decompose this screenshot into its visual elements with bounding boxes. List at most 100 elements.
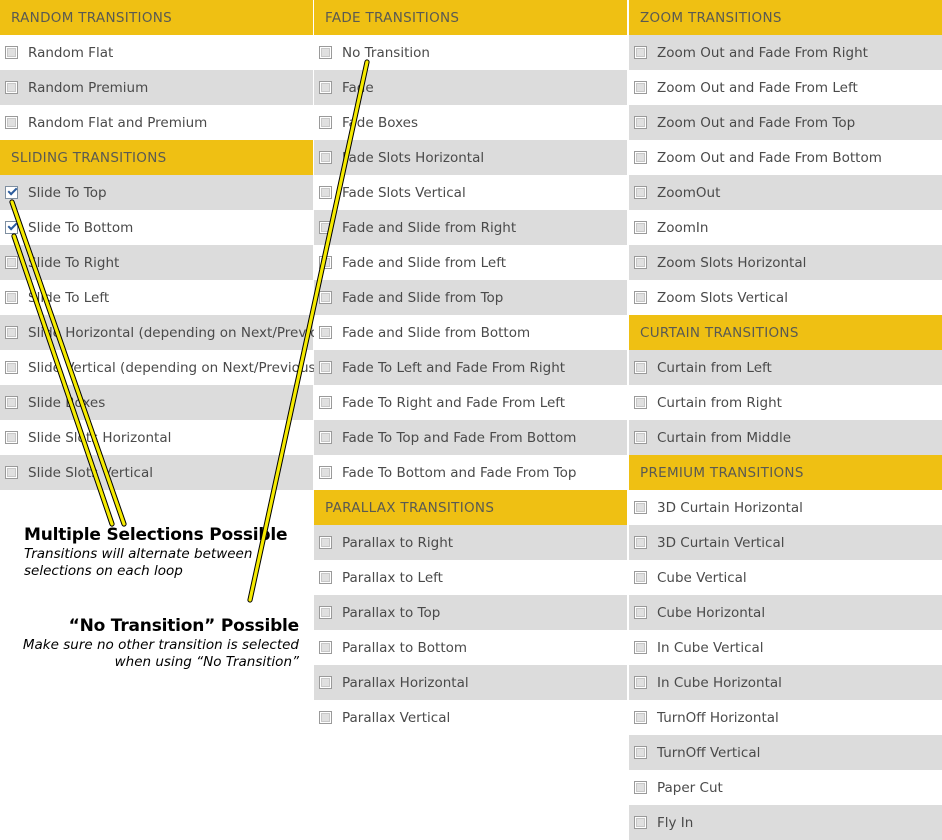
transition-row[interactable]: TurnOff Horizontal bbox=[629, 700, 942, 735]
transition-row[interactable]: 3D Curtain Horizontal bbox=[629, 490, 942, 525]
checkbox-unchecked-icon[interactable] bbox=[634, 81, 647, 94]
checkbox-unchecked-icon[interactable] bbox=[634, 781, 647, 794]
transition-row[interactable]: Fade Boxes bbox=[314, 105, 627, 140]
checkbox-unchecked-icon[interactable] bbox=[319, 256, 332, 269]
transition-row[interactable]: Fade To Right and Fade From Left bbox=[314, 385, 627, 420]
checkbox-unchecked-icon[interactable] bbox=[5, 291, 18, 304]
checkbox-unchecked-icon[interactable] bbox=[5, 81, 18, 94]
transition-row[interactable]: 3D Curtain Vertical bbox=[629, 525, 942, 560]
transition-row[interactable]: Fade Slots Vertical bbox=[314, 175, 627, 210]
transition-row[interactable]: Parallax to Top bbox=[314, 595, 627, 630]
transition-row[interactable]: ZoomIn bbox=[629, 210, 942, 245]
transition-row[interactable]: TurnOff Vertical bbox=[629, 735, 942, 770]
checkbox-unchecked-icon[interactable] bbox=[634, 256, 647, 269]
checkbox-unchecked-icon[interactable] bbox=[319, 81, 332, 94]
checkbox-unchecked-icon[interactable] bbox=[634, 116, 647, 129]
checkbox-unchecked-icon[interactable] bbox=[319, 641, 332, 654]
transition-row[interactable]: Fade bbox=[314, 70, 627, 105]
checkbox-unchecked-icon[interactable] bbox=[5, 46, 18, 59]
transition-row[interactable]: Fade and Slide from Right bbox=[314, 210, 627, 245]
transition-row[interactable]: Zoom Out and Fade From Right bbox=[629, 35, 942, 70]
checkbox-unchecked-icon[interactable] bbox=[634, 746, 647, 759]
checkbox-unchecked-icon[interactable] bbox=[5, 116, 18, 129]
transition-row[interactable]: Cube Vertical bbox=[629, 560, 942, 595]
transition-row[interactable]: ZoomOut bbox=[629, 175, 942, 210]
checkbox-unchecked-icon[interactable] bbox=[634, 396, 647, 409]
checkbox-unchecked-icon[interactable] bbox=[319, 431, 332, 444]
transition-row[interactable]: Slide To Right bbox=[0, 245, 313, 280]
transition-row[interactable]: Parallax Vertical bbox=[314, 700, 627, 735]
transition-row[interactable]: Parallax to Bottom bbox=[314, 630, 627, 665]
checkbox-unchecked-icon[interactable] bbox=[319, 291, 332, 304]
transition-row[interactable]: Random Flat bbox=[0, 35, 313, 70]
checkbox-unchecked-icon[interactable] bbox=[634, 711, 647, 724]
checkbox-unchecked-icon[interactable] bbox=[634, 816, 647, 829]
transition-row[interactable]: Curtain from Middle bbox=[629, 420, 942, 455]
checkbox-checked-icon[interactable] bbox=[5, 221, 18, 234]
checkbox-unchecked-icon[interactable] bbox=[319, 711, 332, 724]
transition-row[interactable]: Random Premium bbox=[0, 70, 313, 105]
transition-row[interactable]: No Transition bbox=[314, 35, 627, 70]
checkbox-unchecked-icon[interactable] bbox=[319, 151, 332, 164]
checkbox-unchecked-icon[interactable] bbox=[319, 326, 332, 339]
transition-row[interactable]: Slide To Bottom bbox=[0, 210, 313, 245]
checkbox-unchecked-icon[interactable] bbox=[634, 291, 647, 304]
transition-row[interactable]: Fade Slots Horizontal bbox=[314, 140, 627, 175]
transition-row[interactable]: Fade and Slide from Left bbox=[314, 245, 627, 280]
checkbox-unchecked-icon[interactable] bbox=[5, 326, 18, 339]
transition-row[interactable]: Fly In bbox=[629, 805, 942, 840]
transition-row[interactable]: Slide Boxes bbox=[0, 385, 313, 420]
transition-row[interactable]: Paper Cut bbox=[629, 770, 942, 805]
transition-row[interactable]: Fade To Top and Fade From Bottom bbox=[314, 420, 627, 455]
transition-row[interactable]: Parallax to Left bbox=[314, 560, 627, 595]
checkbox-unchecked-icon[interactable] bbox=[634, 571, 647, 584]
transition-row[interactable]: Fade and Slide from Bottom bbox=[314, 315, 627, 350]
checkbox-unchecked-icon[interactable] bbox=[634, 361, 647, 374]
checkbox-unchecked-icon[interactable] bbox=[319, 186, 332, 199]
transition-row[interactable]: Fade To Left and Fade From Right bbox=[314, 350, 627, 385]
transition-row[interactable]: Fade and Slide from Top bbox=[314, 280, 627, 315]
checkbox-unchecked-icon[interactable] bbox=[634, 431, 647, 444]
transition-row[interactable]: Zoom Out and Fade From Bottom bbox=[629, 140, 942, 175]
checkbox-unchecked-icon[interactable] bbox=[634, 641, 647, 654]
checkbox-unchecked-icon[interactable] bbox=[634, 676, 647, 689]
transition-row[interactable]: Fade To Bottom and Fade From Top bbox=[314, 455, 627, 490]
checkbox-unchecked-icon[interactable] bbox=[634, 606, 647, 619]
transition-row[interactable]: Slide Slots Horizontal bbox=[0, 420, 313, 455]
transition-row[interactable]: Parallax Horizontal bbox=[314, 665, 627, 700]
transition-row[interactable]: Curtain from Left bbox=[629, 350, 942, 385]
checkbox-unchecked-icon[interactable] bbox=[5, 396, 18, 409]
transition-row[interactable]: Cube Horizontal bbox=[629, 595, 942, 630]
checkbox-unchecked-icon[interactable] bbox=[319, 361, 332, 374]
transition-row[interactable]: Zoom Out and Fade From Top bbox=[629, 105, 942, 140]
checkbox-unchecked-icon[interactable] bbox=[634, 186, 647, 199]
transition-row[interactable]: Curtain from Right bbox=[629, 385, 942, 420]
checkbox-unchecked-icon[interactable] bbox=[634, 221, 647, 234]
transition-row[interactable]: Slide To Top bbox=[0, 175, 313, 210]
checkbox-unchecked-icon[interactable] bbox=[319, 46, 332, 59]
checkbox-unchecked-icon[interactable] bbox=[634, 151, 647, 164]
checkbox-unchecked-icon[interactable] bbox=[5, 431, 18, 444]
checkbox-unchecked-icon[interactable] bbox=[319, 116, 332, 129]
transition-row[interactable]: In Cube Vertical bbox=[629, 630, 942, 665]
checkbox-unchecked-icon[interactable] bbox=[634, 536, 647, 549]
checkbox-unchecked-icon[interactable] bbox=[319, 536, 332, 549]
transition-row[interactable]: In Cube Horizontal bbox=[629, 665, 942, 700]
transition-row[interactable]: Random Flat and Premium bbox=[0, 105, 313, 140]
checkbox-checked-icon[interactable] bbox=[5, 186, 18, 199]
checkbox-unchecked-icon[interactable] bbox=[5, 466, 18, 479]
checkbox-unchecked-icon[interactable] bbox=[319, 676, 332, 689]
checkbox-unchecked-icon[interactable] bbox=[5, 361, 18, 374]
checkbox-unchecked-icon[interactable] bbox=[319, 606, 332, 619]
checkbox-unchecked-icon[interactable] bbox=[319, 396, 332, 409]
checkbox-unchecked-icon[interactable] bbox=[319, 466, 332, 479]
transition-row[interactable]: Slide Horizontal (depending on Next/Prev… bbox=[0, 315, 339, 350]
checkbox-unchecked-icon[interactable] bbox=[634, 46, 647, 59]
checkbox-unchecked-icon[interactable] bbox=[319, 221, 332, 234]
checkbox-unchecked-icon[interactable] bbox=[5, 256, 18, 269]
transition-row[interactable]: Slide To Left bbox=[0, 280, 313, 315]
transition-row[interactable]: Slide Vertical (depending on Next/Previo… bbox=[0, 350, 321, 385]
checkbox-unchecked-icon[interactable] bbox=[319, 571, 332, 584]
transition-row[interactable]: Zoom Slots Vertical bbox=[629, 280, 942, 315]
checkbox-unchecked-icon[interactable] bbox=[634, 501, 647, 514]
